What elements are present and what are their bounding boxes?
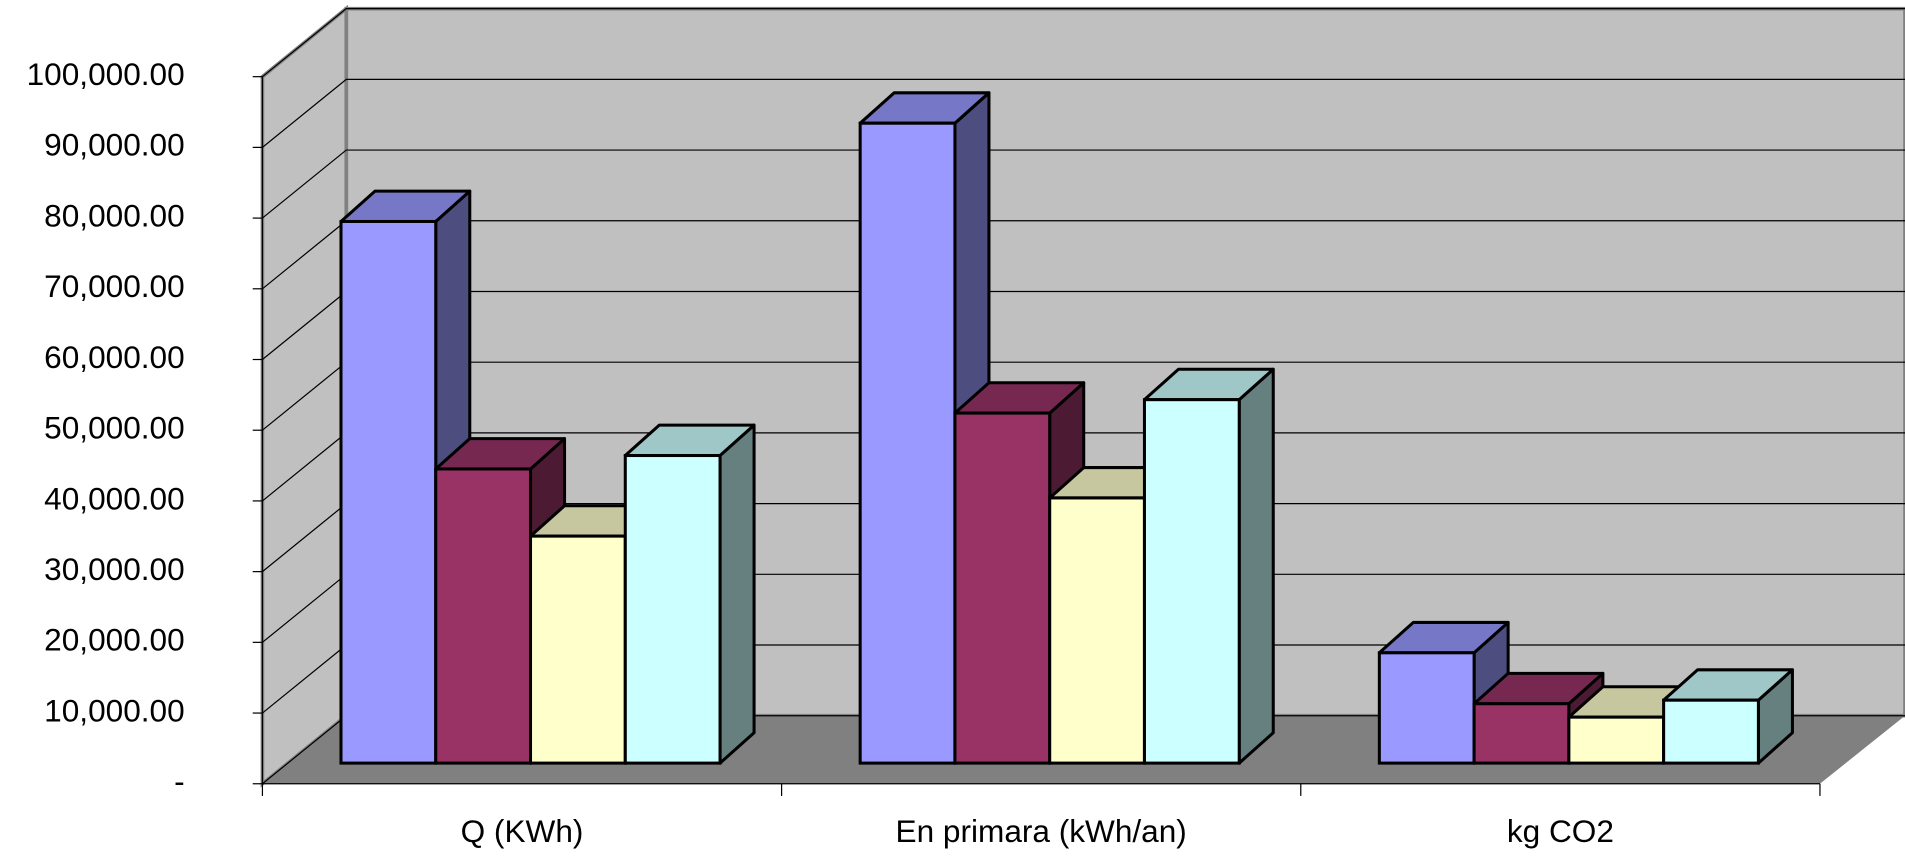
bar-side — [1237, 367, 1275, 765]
y-tick-label: 80,000.00 — [44, 197, 184, 233]
y-tick-label: - — [174, 763, 185, 799]
bar — [1662, 698, 1760, 765]
bar — [858, 121, 957, 765]
bar — [434, 467, 533, 765]
x-tick-label: Q (KWh) — [461, 813, 584, 849]
axes: - 10,000.00 20,000.00 30,000.00 40,000.00 50,… — [27, 56, 1821, 849]
bar-side — [718, 423, 756, 765]
bar — [623, 454, 722, 765]
y-tick-label: 100,000.00 — [27, 56, 185, 92]
bar — [1142, 398, 1241, 765]
y-tick-label: 50,000.00 — [44, 410, 184, 446]
bar — [528, 534, 627, 765]
x-tick-label: kg CO2 — [1507, 813, 1614, 849]
y-tick-label: 10,000.00 — [44, 692, 184, 728]
bar — [953, 411, 1052, 765]
bar — [1048, 496, 1146, 765]
y-tick-label: 40,000.00 — [44, 480, 184, 516]
x-tick-label: En primara (kWh/an) — [896, 813, 1187, 849]
bar — [339, 219, 438, 765]
grid-line — [262, 149, 1905, 219]
bar — [1472, 702, 1571, 765]
y-tick-label: 70,000.00 — [44, 268, 184, 304]
grid-line — [262, 8, 1905, 78]
y-tick-label: 20,000.00 — [44, 622, 184, 658]
bar — [1567, 715, 1666, 765]
bars — [339, 91, 1794, 765]
y-tick-label: 30,000.00 — [44, 551, 184, 587]
bar — [1377, 651, 1476, 765]
y-tick-label: 90,000.00 — [44, 127, 184, 163]
y-tick-label: 60,000.00 — [44, 339, 184, 375]
grid-line — [262, 78, 1905, 148]
